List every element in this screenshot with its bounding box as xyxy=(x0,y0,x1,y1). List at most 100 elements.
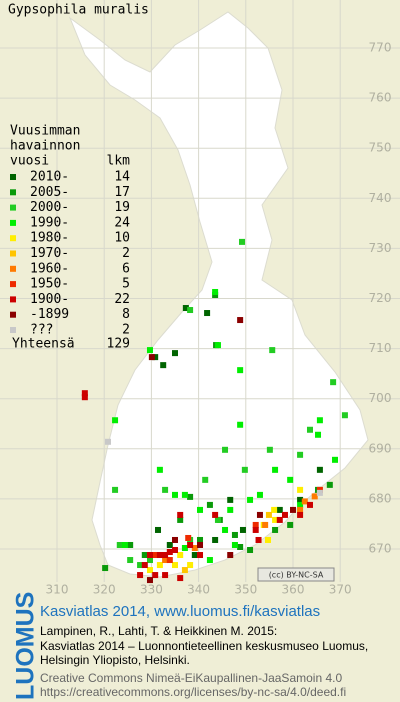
badge-box xyxy=(257,567,335,582)
legend-swatch xyxy=(10,250,16,257)
occurrence-square xyxy=(187,562,194,569)
occurrence-square xyxy=(315,431,322,438)
legend-count: 24 xyxy=(114,215,130,230)
license-badge: (cc) BY-NC-SA xyxy=(257,567,335,582)
legend-column: lkm xyxy=(107,154,131,169)
occurrence-square xyxy=(269,347,276,354)
y-tick-label: 690 xyxy=(369,441,392,455)
occurrence-square xyxy=(231,531,238,538)
occurrence-square xyxy=(222,526,229,533)
occurrence-square xyxy=(316,417,323,424)
occurrence-square xyxy=(181,544,188,551)
occurrence-square xyxy=(252,521,259,528)
legend-swatch xyxy=(10,327,16,333)
occurrence-square xyxy=(297,506,304,513)
occurrence-square xyxy=(241,466,248,473)
occurrence-square xyxy=(187,541,194,548)
legend-label: 1950- xyxy=(30,277,69,292)
occurrence-square xyxy=(297,451,304,458)
legend-swatch xyxy=(10,219,16,226)
legend-count: 19 xyxy=(114,200,130,215)
occurrence-square xyxy=(146,552,153,559)
legend-count: 14 xyxy=(114,170,130,185)
occurrence-square xyxy=(172,536,178,543)
y-tick-label: 720 xyxy=(369,291,392,305)
occurrence-square xyxy=(306,426,313,433)
legend-swatch xyxy=(10,174,16,180)
occurrence-square xyxy=(256,511,263,518)
occurrence-square xyxy=(191,544,198,551)
occurrence-square xyxy=(214,342,221,349)
occurrence-square xyxy=(239,238,246,245)
occurrence-square xyxy=(148,354,155,361)
legend-count: 5 xyxy=(122,277,130,292)
occurrence-square xyxy=(155,526,162,533)
occurrence-square xyxy=(121,541,128,548)
occurrence-square xyxy=(256,491,263,498)
legend-swatch xyxy=(10,265,16,272)
occurrence-square xyxy=(162,572,169,579)
occurrence-square xyxy=(252,526,259,533)
footer-headline: Kasviatlas 2014, www.luomus.fi/kasviatla… xyxy=(40,603,320,620)
occurrence-square xyxy=(116,541,123,548)
occurrence-square xyxy=(227,506,234,513)
occurrence-square xyxy=(237,367,244,374)
occurrence-square xyxy=(276,506,283,513)
legend-count: 6 xyxy=(122,261,130,276)
occurrence-square xyxy=(162,486,169,493)
occurrence-square xyxy=(212,288,219,295)
occurrence-square xyxy=(265,511,272,518)
occurrence-square xyxy=(181,491,188,498)
legend-label: -1899 xyxy=(30,307,69,322)
occurrence-square xyxy=(297,501,304,508)
legend-swatch xyxy=(10,311,16,318)
occurrence-square xyxy=(185,534,192,541)
license-text: Creative Commons Nimeä-EiKaupallinen-Jaa… xyxy=(40,671,342,685)
x-tick-label: 320 xyxy=(93,583,116,597)
legend-label: ??? xyxy=(30,323,53,338)
occurrence-square xyxy=(177,511,184,518)
occurrence-square xyxy=(166,549,173,556)
x-tick-label: 370 xyxy=(329,583,352,597)
legend-heading: Vuusimman xyxy=(10,124,80,139)
occurrence-square xyxy=(172,491,178,498)
occurrence-square xyxy=(177,552,184,559)
occurrence-square xyxy=(156,552,163,559)
occurrence-square xyxy=(197,552,204,559)
occurrence-square xyxy=(262,521,269,528)
citation: Lampinen, R., Lahti, T. & Heikkinen M. 2… xyxy=(40,624,277,638)
legend-swatch xyxy=(10,235,16,242)
occurrence-square xyxy=(127,557,134,564)
occurrence-square xyxy=(141,562,148,569)
occurrence-square xyxy=(316,489,323,496)
legend-column: vuosi xyxy=(10,154,49,169)
logo: LUOMUS xyxy=(12,592,40,700)
x-tick-label: 350 xyxy=(234,583,257,597)
occurrence-square xyxy=(330,379,337,386)
occurrence-square xyxy=(272,526,279,533)
occurrence-square xyxy=(341,412,348,419)
occurrence-square xyxy=(297,486,304,493)
occurrence-square xyxy=(160,362,167,369)
legend-label: 1960- xyxy=(30,261,69,276)
occurrence-square xyxy=(206,501,213,508)
occurrence-square xyxy=(237,543,244,550)
occurrence-square xyxy=(156,466,163,473)
occurrence-square xyxy=(227,496,234,503)
occurrence-square xyxy=(156,562,163,569)
occurrence-square xyxy=(197,536,204,543)
occurrence-square xyxy=(266,446,273,453)
legend-swatch xyxy=(10,296,16,303)
legend-swatch xyxy=(10,281,16,288)
occurrence-square xyxy=(212,536,219,543)
occurrence-square xyxy=(255,536,262,543)
occurrence-square xyxy=(187,307,194,314)
x-tick-label: 340 xyxy=(187,583,210,597)
occurrence-square xyxy=(204,310,211,317)
occurrence-square xyxy=(316,466,323,473)
occurrence-square xyxy=(271,506,278,513)
occurrence-square xyxy=(104,438,111,445)
x-tick-label: 310 xyxy=(46,583,69,597)
y-tick-label: 710 xyxy=(369,341,392,355)
occurrence-square xyxy=(197,541,204,548)
